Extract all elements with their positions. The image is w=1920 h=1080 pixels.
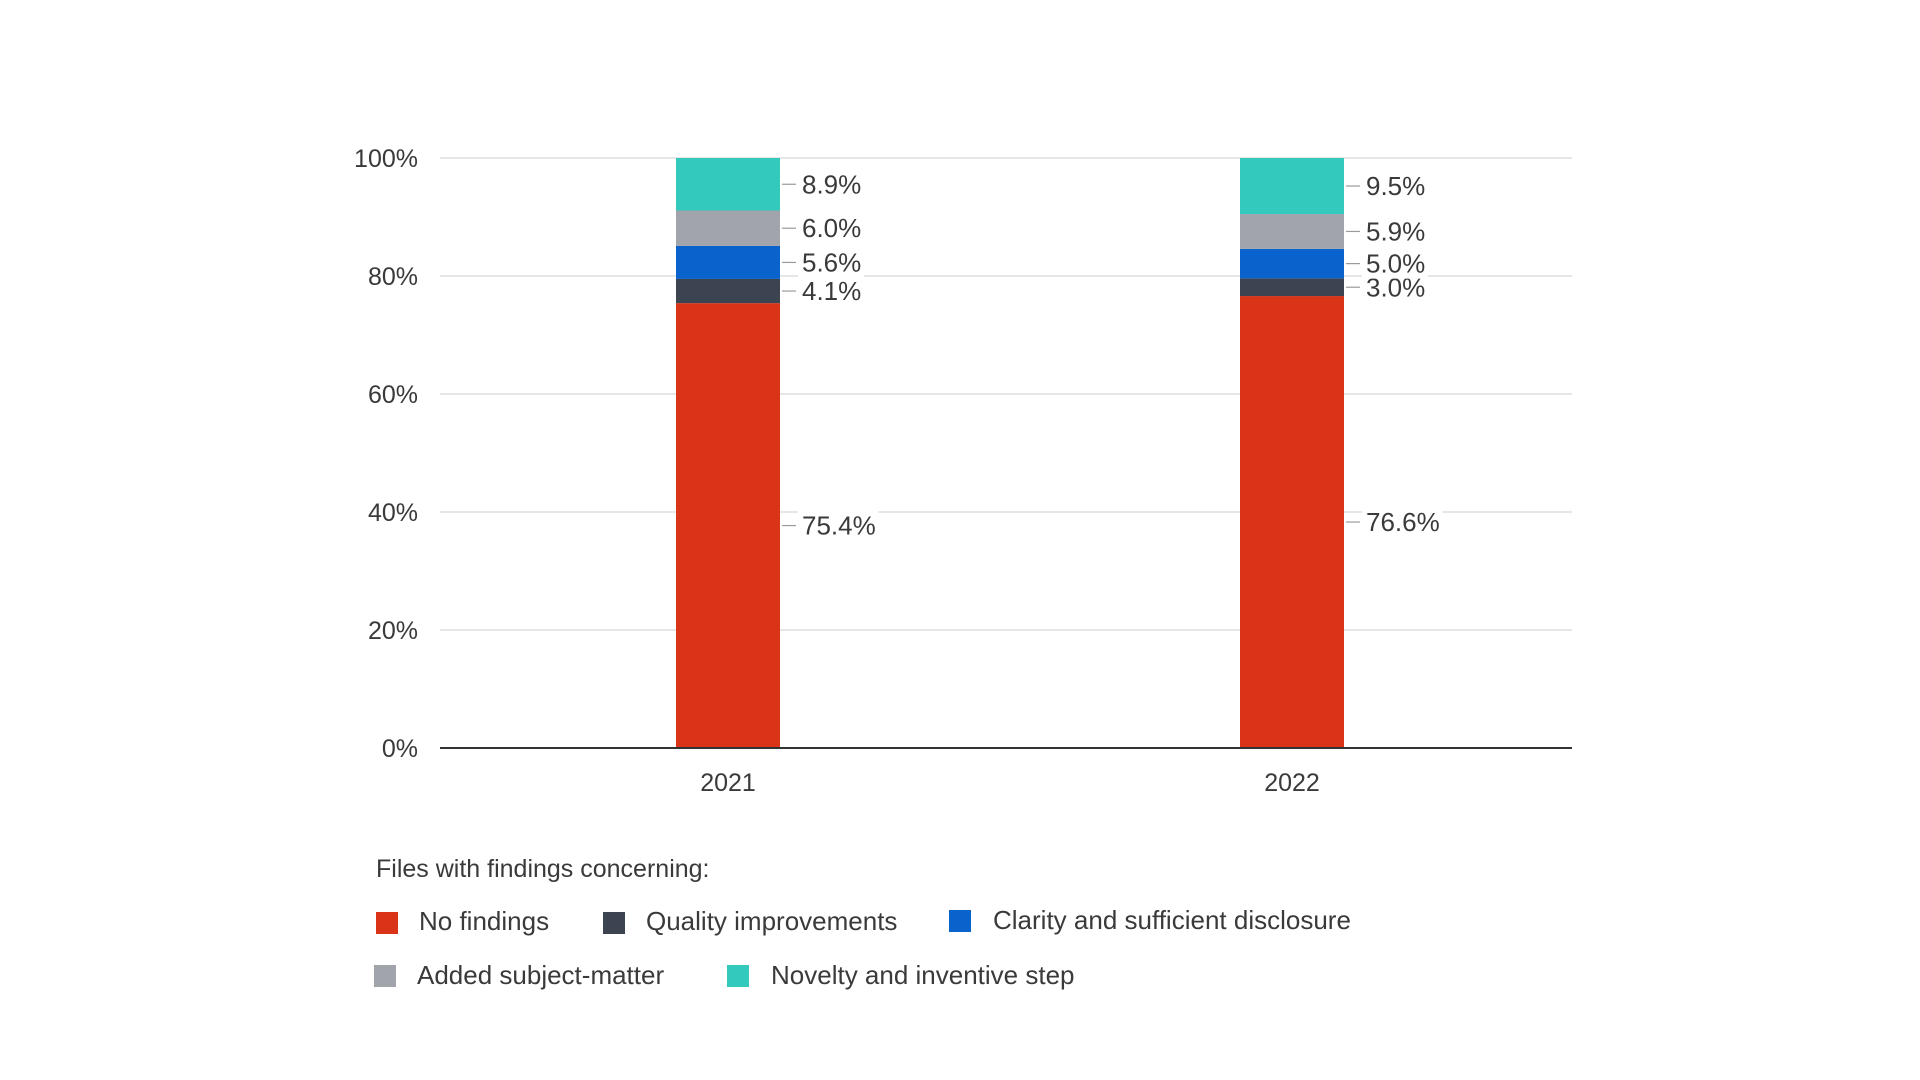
x-tick-label: 2022 — [1264, 769, 1320, 797]
data-label: 75.4% — [802, 511, 876, 541]
legend-label: Added subject-matter — [417, 960, 664, 990]
x-axis-ticks: 2021 2022 — [700, 769, 1320, 797]
legend-swatch — [949, 910, 971, 932]
legend-swatch — [603, 912, 625, 934]
data-label: 4.1% — [802, 276, 861, 306]
data-label: 5.9% — [1366, 216, 1425, 246]
legend-swatch — [374, 965, 396, 987]
bars — [676, 158, 1344, 748]
data-label: 6.0% — [802, 213, 861, 243]
legend-swatch — [376, 912, 398, 934]
bar-segment — [1240, 158, 1344, 214]
bar-segment — [1240, 214, 1344, 249]
legend-items: No findings Quality improvements Clarity a… — [374, 905, 1351, 990]
data-label: 9.5% — [1366, 171, 1425, 201]
data-labels: 75.4%4.1%5.6%6.0%8.9%76.6%3.0%5.0%5.9%9.… — [798, 169, 1443, 540]
bar-segment — [676, 246, 780, 279]
legend-label: Quality improvements — [646, 906, 897, 936]
y-axis-ticks: 0% 20% 40% 60% 80% 100% — [354, 145, 418, 763]
bar-segment — [1240, 296, 1344, 748]
bar-segment — [676, 211, 780, 246]
y-tick-label: 100% — [354, 145, 418, 173]
bar-segment — [1240, 249, 1344, 278]
legend-title: Files with findings concerning: — [376, 855, 710, 883]
legend-label: Clarity and sufficient disclosure — [993, 905, 1351, 935]
y-tick-label: 20% — [368, 617, 418, 645]
y-tick-label: 60% — [368, 381, 418, 409]
stacked-bar-chart: 0% 20% 40% 60% 80% 100% 75.4% 4.1%5.6% 6.0% 8.9%… — [0, 0, 1920, 1080]
legend-label: No findings — [419, 906, 549, 936]
bar-segment — [676, 303, 780, 748]
bar-segment — [676, 158, 780, 211]
bar-segment — [1240, 278, 1344, 296]
y-tick-label: 40% — [368, 499, 418, 527]
data-label: 5.6% — [802, 247, 861, 277]
y-tick-label: 80% — [368, 263, 418, 291]
legend-swatch — [727, 965, 749, 987]
x-tick-label: 2021 — [700, 769, 756, 797]
legend-label: Novelty and inventive step — [771, 960, 1075, 990]
bar-segment — [676, 279, 780, 303]
legend: Files with findings concerning: No findi… — [374, 855, 1351, 990]
y-tick-label: 0% — [382, 735, 418, 763]
data-label: 8.9% — [802, 169, 861, 199]
data-label: 5.0% — [1366, 249, 1425, 279]
data-label: 76.6% — [1366, 507, 1440, 537]
